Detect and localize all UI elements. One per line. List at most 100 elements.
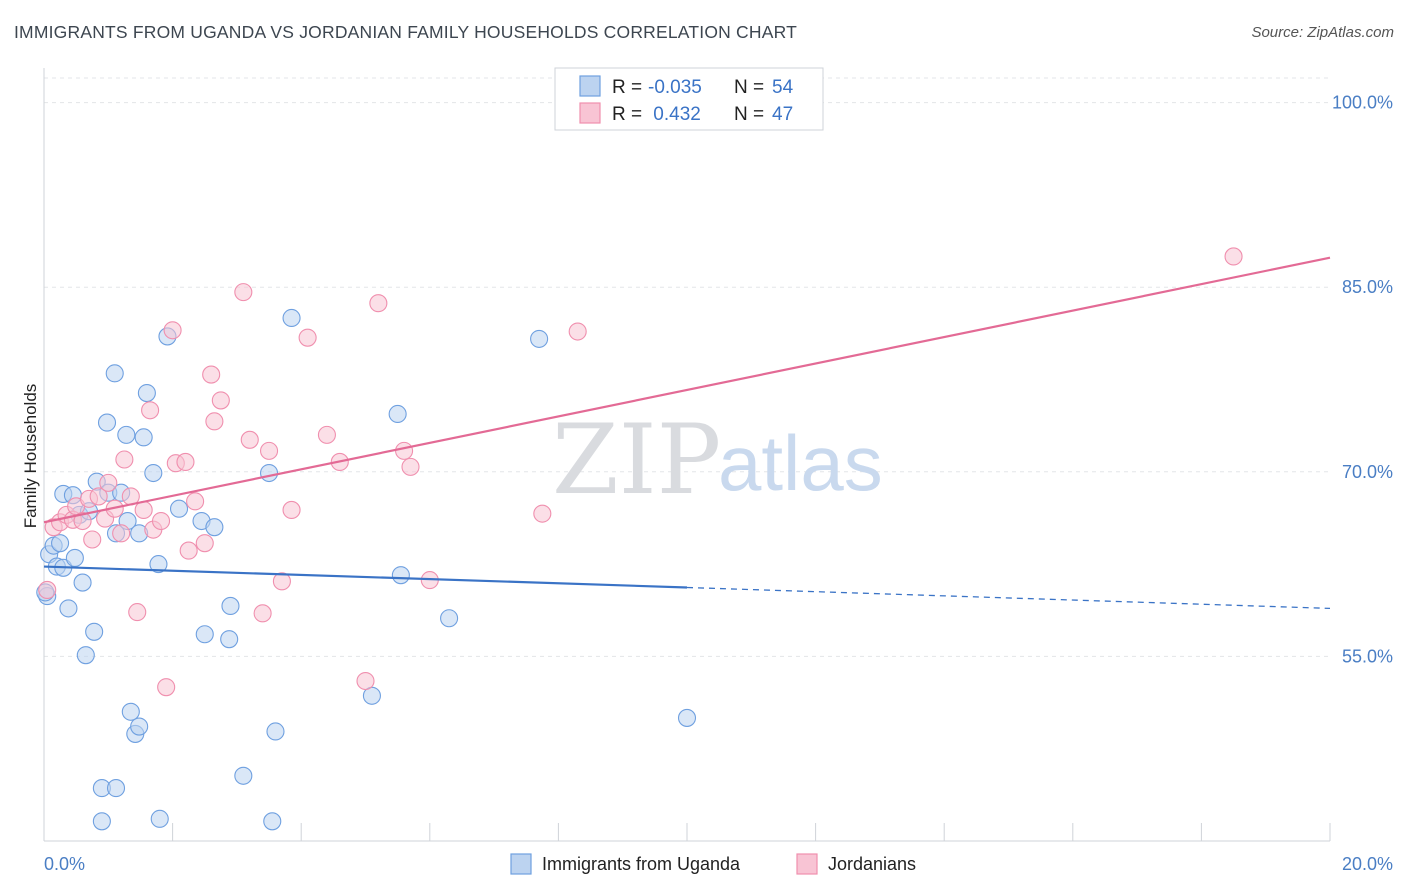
trend-line-0 <box>43 565 688 589</box>
jordanians-point-35 <box>272 572 291 591</box>
jordanians-point-42 <box>395 441 414 460</box>
legend: Immigrants from Uganda Jordanians <box>510 853 916 875</box>
uganda-point-11 <box>73 573 92 592</box>
y-axis-label: Family Households <box>21 384 40 529</box>
jordanians-point-22 <box>163 321 182 340</box>
jordanians-point-11 <box>99 473 118 492</box>
jordanians-point-27 <box>195 534 214 553</box>
uganda-point-20 <box>105 364 124 383</box>
axes <box>43 68 1331 842</box>
jordanians-point-31 <box>234 283 253 302</box>
jordanians-point-40 <box>356 671 375 691</box>
jordanians-point-30 <box>211 391 230 410</box>
uganda-point-45 <box>266 722 285 741</box>
jordanians-point-13 <box>112 524 131 543</box>
legend-swatch-jordanians <box>796 853 818 875</box>
watermark-zip: ZIP <box>552 404 721 516</box>
uganda-point-18 <box>97 413 117 432</box>
jordanians-point-6 <box>73 511 92 531</box>
jordanians-point-32 <box>240 430 259 449</box>
uganda-point-52 <box>677 708 697 727</box>
grid-lines <box>44 77 1330 657</box>
uganda-point-32 <box>144 463 163 483</box>
chart-title: IMMIGRANTS FROM UGANDA VS JORDANIAN FAMI… <box>14 22 798 42</box>
uganda-point-9 <box>65 548 84 568</box>
uganda-point-26 <box>121 702 140 721</box>
uganda-point-30 <box>134 428 153 447</box>
jordanians-point-14 <box>115 450 134 469</box>
y-tick-label-3: 55.0% <box>1342 646 1393 666</box>
trend-line-0-extension <box>686 586 1331 610</box>
legend-label-jordanians: Jordanians <box>828 854 916 874</box>
y-tick-label-1: 85.0% <box>1342 277 1393 297</box>
uganda-point-36 <box>169 499 189 518</box>
legend-swatch-uganda <box>510 853 532 875</box>
jordanians-point-41 <box>369 294 388 313</box>
y-tick-labels: 100.0% 85.0% 70.0% 55.0% <box>1332 93 1393 667</box>
source-label: Source: ZipAtlas.com <box>1251 24 1394 41</box>
uganda-point-12 <box>76 646 95 665</box>
jordanians-point-45 <box>533 504 552 523</box>
y-tick-label-0: 100.0% <box>1332 93 1393 113</box>
uganda-point-48 <box>388 404 407 424</box>
uganda-point-4 <box>51 534 70 553</box>
uganda-point-44 <box>263 812 282 831</box>
uganda-point-38 <box>195 625 214 644</box>
jordanians-point-38 <box>317 425 336 444</box>
jordanians-point-43 <box>401 457 420 476</box>
jordanians-point-18 <box>141 401 160 420</box>
stats-n-label-uganda: N = <box>734 77 764 98</box>
jordanians-point-0 <box>38 580 57 599</box>
uganda-point-34 <box>150 809 169 828</box>
stats-n-value-uganda: 54 <box>772 77 794 98</box>
stats-r-label-uganda: R = <box>612 77 642 98</box>
jordanians-point-16 <box>128 603 147 622</box>
stats-swatch-uganda <box>579 75 601 97</box>
stats-n-value-jordanians: 47 <box>772 104 793 125</box>
uganda-point-46 <box>282 308 301 328</box>
watermark: ZIP atlas <box>552 404 883 516</box>
data-points <box>36 247 1243 831</box>
jordanians-point-9 <box>89 487 108 506</box>
jordanians-point-36 <box>282 500 301 520</box>
jordanians-point-21 <box>157 678 176 697</box>
jordanians-point-8 <box>83 530 102 549</box>
legend-label-uganda: Immigrants from Uganda <box>542 854 741 874</box>
stats-n-label-jordanians: N = <box>734 104 764 125</box>
stats-r-value-jordanians: 0.432 <box>648 104 701 125</box>
jordanians-point-37 <box>298 328 317 347</box>
uganda-point-51 <box>530 329 549 348</box>
stats-box: R = -0.035 N = 54 R = 0.432 N = 47 <box>554 67 824 131</box>
uganda-point-28 <box>130 717 149 736</box>
jordanians-point-47 <box>1224 247 1243 266</box>
uganda-point-14 <box>85 622 104 641</box>
uganda-point-24 <box>117 425 136 444</box>
x-tick-label-1: 20.0% <box>1342 854 1393 874</box>
stats-r-label-jordanians: R = <box>612 104 642 125</box>
uganda-point-22 <box>106 779 126 798</box>
jordanians-point-24 <box>176 452 195 472</box>
jordanians-point-34 <box>259 441 279 460</box>
jordanians-point-33 <box>253 604 272 623</box>
watermark-atlas: atlas <box>718 419 883 507</box>
uganda-point-42 <box>234 766 253 785</box>
jordanians-point-25 <box>179 541 198 560</box>
stats-r-value-uganda: -0.035 <box>648 77 702 98</box>
y-tick-label-2: 70.0% <box>1342 462 1393 482</box>
uganda-point-50 <box>440 609 459 628</box>
uganda-point-40 <box>220 630 239 649</box>
trend-lines <box>43 256 1331 610</box>
trend-line-1 <box>43 256 1331 524</box>
stats-swatch-jordanians <box>579 102 601 124</box>
uganda-point-7 <box>59 599 78 618</box>
jordanians-point-28 <box>202 365 221 384</box>
uganda-point-41 <box>221 596 240 615</box>
jordanians-point-20 <box>151 511 171 531</box>
jordanians-point-26 <box>186 492 205 511</box>
uganda-point-33 <box>149 555 168 574</box>
x-tick-label-0: 0.0% <box>44 854 85 874</box>
uganda-point-39 <box>205 518 224 537</box>
uganda-point-17 <box>92 812 111 831</box>
uganda-point-43 <box>259 463 279 483</box>
